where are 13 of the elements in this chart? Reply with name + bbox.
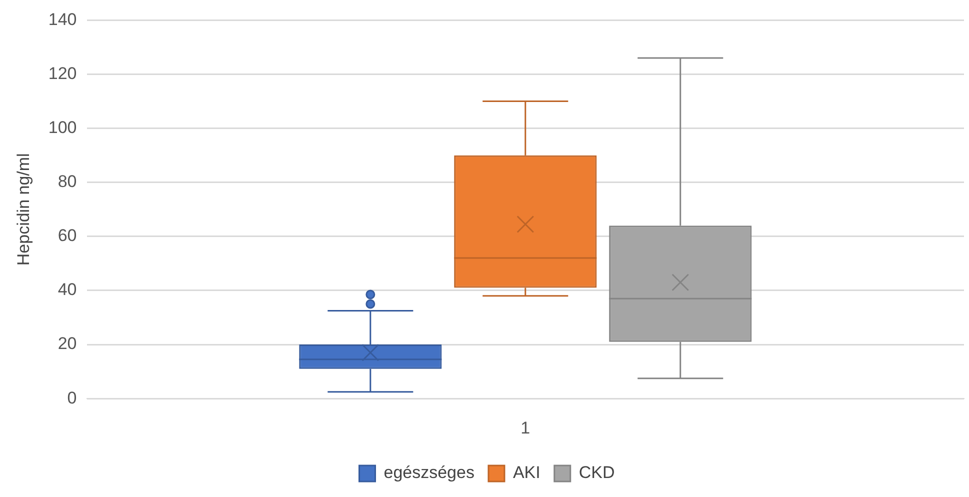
y-tick-label: 100	[48, 118, 77, 137]
y-tick-label: 80	[58, 172, 77, 192]
legend-label: CKD	[578, 463, 615, 482]
legend-label: egészséges	[384, 463, 474, 482]
y-tick-label: 40	[58, 280, 77, 300]
y-tick-label: 120	[48, 64, 77, 83]
y-tick-label: 60	[58, 226, 77, 246]
x-tick-label: 1	[520, 418, 530, 438]
legend-label: AKI	[512, 463, 540, 482]
y-axis-title: Hepcidin ng/ml	[14, 153, 33, 266]
y-tick-label: 0	[67, 388, 77, 408]
y-tick-label: 20	[58, 334, 77, 354]
y-tick-label: 140	[48, 10, 77, 29]
